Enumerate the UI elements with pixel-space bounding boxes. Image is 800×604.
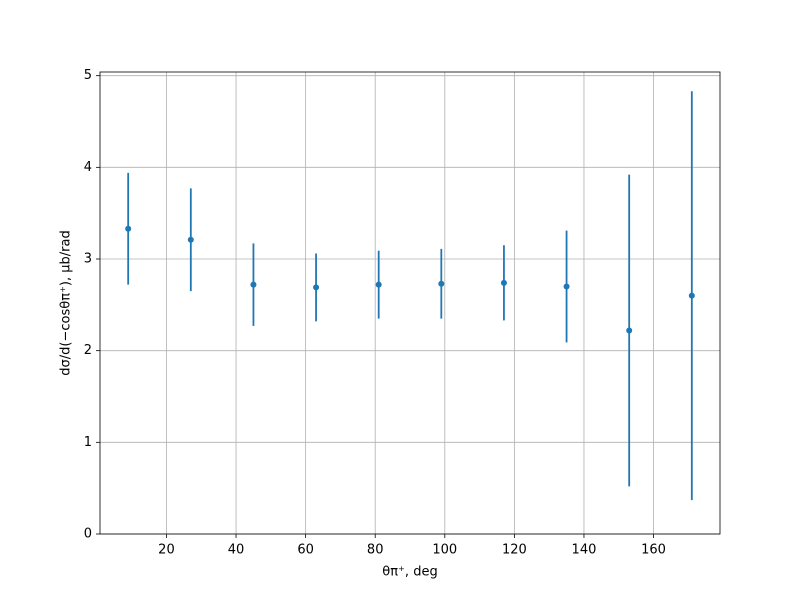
- data-point: [250, 281, 257, 288]
- y-tick-label: 4: [84, 160, 92, 175]
- y-tick-label: 5: [84, 68, 92, 83]
- data-point: [313, 284, 320, 291]
- x-tick-label: 140: [572, 543, 597, 558]
- x-tick-label: 60: [297, 543, 314, 558]
- y-tick-label: 2: [84, 343, 92, 358]
- plot-frame: [99, 71, 721, 535]
- data-point: [438, 280, 445, 287]
- x-tick-label: 120: [502, 543, 527, 558]
- x-axis-label: θπ⁺, deg: [382, 565, 437, 580]
- y-tick-label: 0: [84, 527, 92, 542]
- data-point: [688, 292, 695, 299]
- x-tick-label: 160: [641, 543, 666, 558]
- x-tick-label: 80: [367, 543, 384, 558]
- y-tick-label: 1: [84, 435, 92, 450]
- y-tick-label: 3: [84, 252, 92, 267]
- data-point: [125, 225, 132, 232]
- x-tick-label: 40: [228, 543, 245, 558]
- x-tick-label: 100: [432, 543, 457, 558]
- data-point: [500, 279, 507, 286]
- data-point: [626, 327, 633, 334]
- y-axis-label: dσ/d(−cosθπ⁺), μb/rad: [59, 230, 74, 375]
- data-point: [187, 236, 194, 243]
- x-tick-label: 20: [158, 543, 175, 558]
- data-point: [563, 283, 570, 290]
- data-point: [375, 281, 382, 288]
